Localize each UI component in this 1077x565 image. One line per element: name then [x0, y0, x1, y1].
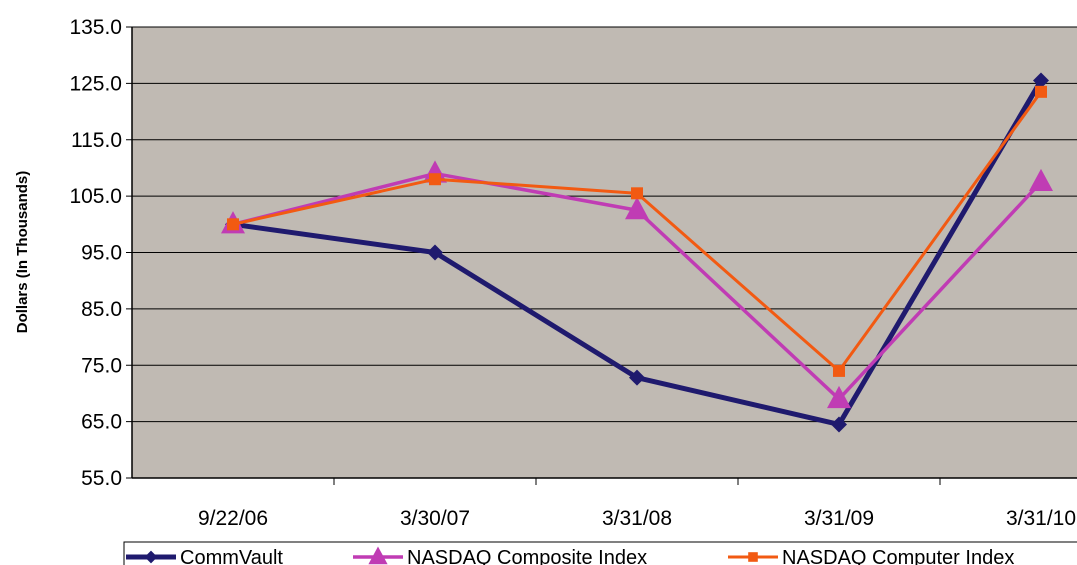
data-point-square	[631, 187, 643, 200]
y-tick-label: 105.0	[69, 185, 122, 208]
y-tick-label: 125.0	[69, 72, 122, 95]
legend-label: NASDAQ Computer Index	[782, 547, 1014, 565]
data-point-square	[429, 173, 441, 186]
data-point-square	[833, 364, 845, 377]
x-tick-label: 3/30/07	[400, 507, 470, 530]
data-point-triangle	[1029, 168, 1053, 192]
y-tick-labels: 55.0 65.0 75.0 85.0 95.0 105.0 115.0 125.0 135.0	[69, 16, 122, 490]
legend-label: CommVault	[180, 547, 283, 565]
series-layer	[221, 72, 1053, 433]
x-tick-label: 3/31/09	[804, 507, 874, 530]
x-tick-label: 3/31/08	[602, 507, 672, 530]
data-point-triangle	[625, 197, 649, 220]
legend-label: NASDAQ Composite Index	[407, 547, 647, 565]
y-tick-label: 75.0	[81, 354, 122, 377]
y-tick-label: 95.0	[81, 242, 122, 265]
legend: CommVault NASDAQ Composite Index NASDAQ Co…	[123, 541, 1077, 565]
axes	[126, 26, 1077, 485]
y-tick-label: 65.0	[81, 411, 122, 434]
x-tick-label: 3/31/10	[1006, 507, 1076, 530]
legend-item: NASDAQ Computer Index	[728, 547, 1014, 565]
series-nasdaq-computer-index	[227, 85, 1047, 377]
y-axis-label: Dollars (In Thousands)	[14, 171, 31, 334]
data-point-diamond	[1033, 72, 1049, 89]
y-tick-label: 115.0	[71, 129, 122, 152]
x-tick-label: 9/22/06	[198, 507, 268, 530]
legend-box	[123, 541, 1077, 565]
data-point-square	[1035, 85, 1047, 98]
legend-swatch-marker	[144, 550, 158, 564]
data-point-triangle	[827, 385, 851, 409]
y-tick-label: 135.0	[69, 16, 122, 39]
y-tick-label: 55.0	[81, 467, 122, 490]
series-commvault	[225, 72, 1049, 433]
legend-swatch-marker	[748, 552, 758, 562]
legend-item: NASDAQ Composite Index	[353, 546, 647, 565]
data-point-square	[227, 218, 239, 231]
legend-item: CommVault	[126, 547, 283, 565]
data-point-diamond	[831, 416, 847, 433]
data-point-diamond	[427, 244, 443, 261]
gridlines	[132, 26, 1077, 423]
y-tick-label: 85.0	[81, 298, 122, 321]
x-tick-labels: 9/22/06 3/30/07 3/31/08 3/31/09 3/31/10	[198, 507, 1076, 530]
legend-swatch-marker	[368, 546, 388, 565]
data-point-diamond	[629, 369, 645, 386]
